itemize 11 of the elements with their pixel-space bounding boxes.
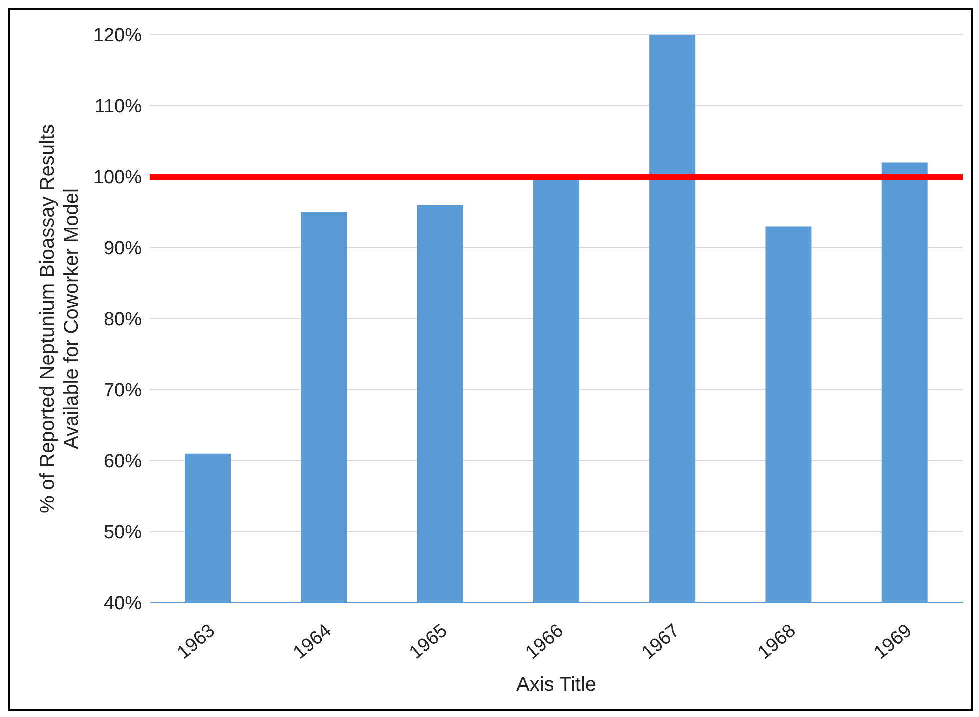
y-tick-label: 40% <box>104 594 142 615</box>
y-tick-label: 120% <box>93 26 142 47</box>
y-tick-label: 70% <box>104 380 142 402</box>
y-tick-label: 100% <box>93 168 142 189</box>
y-tick-label: 110% <box>94 96 142 118</box>
x-axis-title: Axis Title <box>516 674 597 696</box>
y-tick-label: 50% <box>104 522 142 544</box>
y-axis-title: % of Reported Neptunium Bioassay Results Available for Coworker Model <box>37 124 83 514</box>
y-tick-label: 80% <box>104 310 142 331</box>
y-tick-label: 60% <box>104 452 142 473</box>
y-tick-label: 90% <box>104 238 142 260</box>
